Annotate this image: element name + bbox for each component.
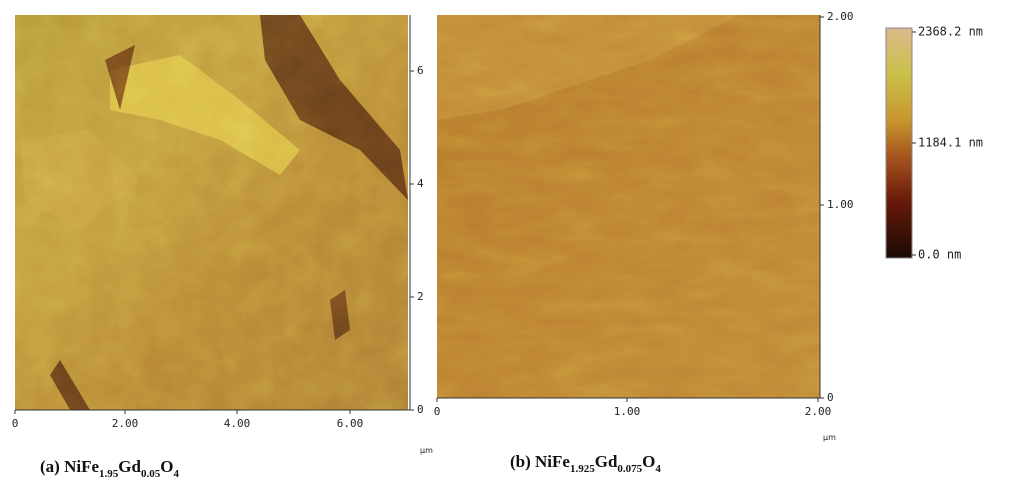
y-tick-label: 0 (417, 403, 424, 416)
x-tick-label: 0 (12, 417, 19, 430)
caption-part: 4 (173, 468, 179, 480)
afm-image-b (437, 15, 820, 398)
x-tick-label: 2.00 (805, 405, 832, 418)
caption-part: (a) NiFe (40, 457, 99, 476)
x-tick-label: 0 (434, 405, 441, 418)
x-tick-label: 2.00 (112, 417, 139, 430)
caption-part: Gd (595, 452, 618, 471)
afm-image-a (15, 15, 408, 410)
caption-part: 1.925 (570, 463, 595, 475)
x-tick-label: 1.00 (614, 405, 641, 418)
caption-part: O (160, 457, 173, 476)
caption-part: 4 (655, 463, 661, 475)
caption-part: 1.95 (99, 468, 119, 480)
y-tick-label: 2.00 (827, 10, 854, 23)
unit-label: μm (420, 446, 433, 455)
y-tick-label: 4 (417, 177, 424, 190)
y-tick-label: 1.00 (827, 198, 854, 211)
color-scale-label: 0.0 nm (918, 248, 961, 262)
color-bar (886, 28, 912, 258)
caption-part: 0.05 (141, 468, 161, 480)
x-tick-label: 6.00 (337, 417, 364, 430)
color-scale-label: 1184.1 nm (918, 136, 983, 150)
caption-part: O (642, 452, 655, 471)
unit-label: μm (823, 433, 836, 442)
caption-part: (b) NiFe (510, 452, 570, 471)
figure: 02.004.006.000246μm(a) NiFe1.95Gd0.05O40… (0, 0, 1009, 487)
x-tick-label: 4.00 (224, 417, 251, 430)
y-tick-label: 0 (827, 391, 834, 404)
color-scale-label: 2368.2 nm (918, 25, 983, 39)
caption: (b) NiFe1.925Gd0.075O4 (510, 452, 661, 475)
caption-part: 0.075 (617, 463, 642, 475)
caption-part: Gd (118, 457, 141, 476)
y-tick-label: 2 (417, 290, 424, 303)
caption: (a) NiFe1.95Gd0.05O4 (40, 457, 179, 480)
y-tick-label: 6 (417, 64, 424, 77)
